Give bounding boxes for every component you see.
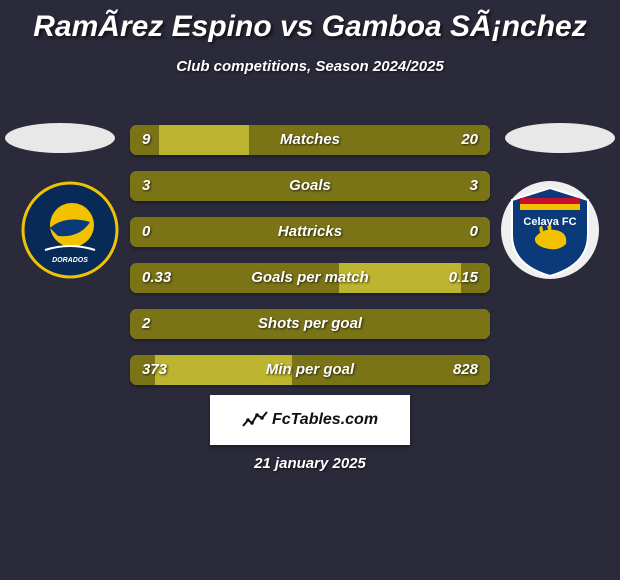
stat-value-left: 3	[142, 171, 150, 201]
stat-label: Goals per match	[130, 263, 490, 293]
stat-label: Matches	[130, 125, 490, 155]
stat-value-left: 0.33	[142, 263, 171, 293]
stat-label: Goals	[130, 171, 490, 201]
stat-row: Shots per goal2	[130, 309, 490, 339]
stat-label: Hattricks	[130, 217, 490, 247]
brand-text: FcTables.com	[272, 411, 378, 429]
stat-value-right: 0.15	[449, 263, 478, 293]
stat-label: Min per goal	[130, 355, 490, 385]
stat-row: Goals3 3	[130, 171, 490, 201]
stat-value-right: 828	[453, 355, 478, 385]
stat-value-left: 0	[142, 217, 150, 247]
celaya-icon: Celaya FC	[500, 180, 600, 280]
stat-label: Shots per goal	[130, 309, 490, 339]
stat-row: Min per goal373 828	[130, 355, 490, 385]
stat-value-left: 9	[142, 125, 150, 155]
dorados-icon: DORADOS	[20, 180, 120, 280]
stat-value-left: 373	[142, 355, 167, 385]
player-photo-placeholder-right	[505, 123, 615, 153]
team-logo-left: DORADOS	[20, 180, 120, 280]
brand-footer: FcTables.com	[210, 395, 410, 445]
player-photo-placeholder-left	[5, 123, 115, 153]
page-title: RamÃ­rez Espino vs Gamboa SÃ¡nchez	[0, 0, 620, 44]
stat-row: Goals per match0.33 0.15	[130, 263, 490, 293]
stat-value-right: 0	[470, 217, 478, 247]
snapshot-date: 21 january 2025	[0, 455, 620, 472]
stat-value-right: 20	[461, 125, 478, 155]
stat-bars: Matches9 20 Goals3 3 Hattricks0 0 Goals per ma…	[130, 125, 490, 401]
team-logo-right: Celaya FC	[500, 180, 600, 280]
stat-value-right: 3	[470, 171, 478, 201]
fctables-icon	[242, 410, 268, 430]
stat-row: Hattricks0 0	[130, 217, 490, 247]
stat-value-left: 2	[142, 309, 150, 339]
stat-row: Matches9 20	[130, 125, 490, 155]
svg-text:DORADOS: DORADOS	[52, 257, 88, 264]
page-subtitle: Club competitions, Season 2024/2025	[0, 58, 620, 75]
